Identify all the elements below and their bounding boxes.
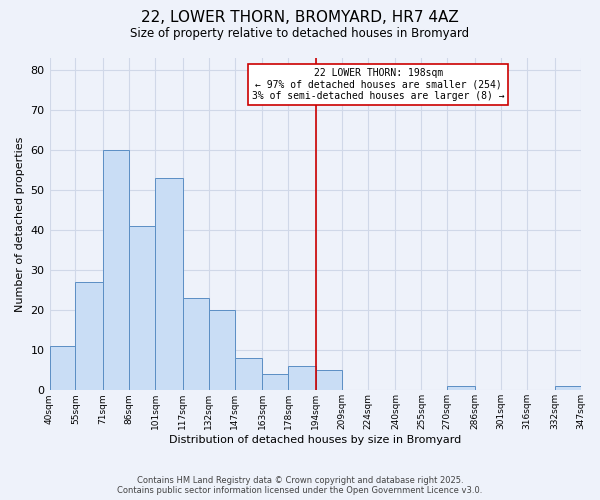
X-axis label: Distribution of detached houses by size in Bromyard: Distribution of detached houses by size …	[169, 435, 461, 445]
Text: 22 LOWER THORN: 198sqm
← 97% of detached houses are smaller (254)
3% of semi-det: 22 LOWER THORN: 198sqm ← 97% of detached…	[252, 68, 505, 100]
Bar	[316, 370, 342, 390]
Text: Size of property relative to detached houses in Bromyard: Size of property relative to detached ho…	[130, 28, 470, 40]
Bar	[448, 386, 475, 390]
Text: 22, LOWER THORN, BROMYARD, HR7 4AZ: 22, LOWER THORN, BROMYARD, HR7 4AZ	[141, 10, 459, 25]
Bar	[103, 150, 129, 390]
Bar	[554, 386, 581, 390]
Text: Contains HM Land Registry data © Crown copyright and database right 2025.
Contai: Contains HM Land Registry data © Crown c…	[118, 476, 482, 495]
Bar	[183, 298, 209, 390]
Bar	[76, 282, 103, 391]
Bar	[155, 178, 183, 390]
Y-axis label: Number of detached properties: Number of detached properties	[15, 136, 25, 312]
Bar	[235, 358, 262, 390]
Bar	[129, 226, 155, 390]
Bar	[288, 366, 316, 390]
Bar	[209, 310, 235, 390]
Bar	[50, 346, 76, 391]
Bar	[262, 374, 288, 390]
